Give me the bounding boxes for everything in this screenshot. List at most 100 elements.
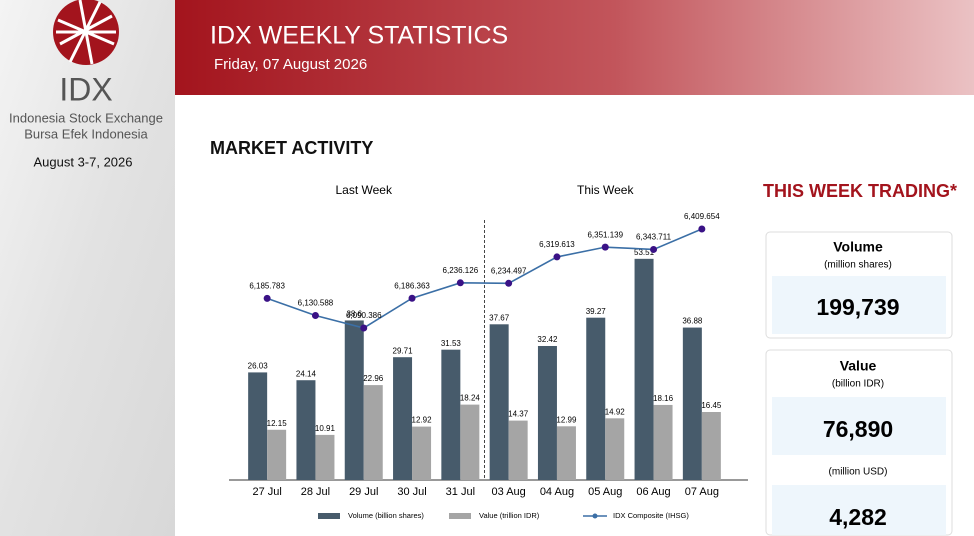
x-tick-label: 30 Jul — [397, 486, 426, 498]
group-label: Last Week — [336, 183, 393, 197]
data-label: 6,130.588 — [298, 299, 334, 308]
bar — [508, 420, 528, 480]
data-label: 24.14 — [296, 369, 317, 378]
bar — [701, 412, 721, 480]
org-name: Indonesia Stock Exchange — [9, 110, 163, 125]
data-label: 22.96 — [363, 374, 384, 383]
data-label: 26.03 — [248, 362, 269, 371]
data-label: 12.92 — [412, 416, 433, 425]
bar — [653, 404, 673, 480]
data-label: 31.53 — [441, 339, 462, 348]
line-point — [601, 243, 609, 251]
legend-swatch — [449, 513, 471, 519]
org-name-local: Bursa Efek Indonesia — [24, 126, 148, 141]
line-point — [408, 294, 416, 302]
header — [175, 0, 974, 95]
data-label: 6,319.613 — [539, 240, 575, 249]
data-label: 32.42 — [537, 335, 558, 344]
bar — [248, 372, 268, 480]
data-label: 6,185.783 — [249, 282, 285, 291]
section-title: MARKET ACTIVITY — [210, 138, 373, 158]
data-label: 18.16 — [653, 394, 674, 403]
x-tick-label: 27 Jul — [252, 486, 281, 498]
data-label: 37.67 — [489, 313, 510, 322]
bar — [537, 345, 557, 480]
bar — [605, 418, 625, 480]
card-label: Volume — [833, 239, 883, 255]
card-label: Value — [840, 358, 877, 374]
card-unit: (million USD) — [829, 467, 888, 478]
bar — [344, 320, 364, 480]
line — [266, 228, 703, 329]
x-tick-label: 04 Aug — [540, 486, 574, 498]
data-label: 53.51 — [634, 248, 655, 257]
card-unit: (million shares) — [824, 260, 892, 271]
data-label: 14.37 — [508, 410, 529, 419]
data-label: 6,090.386 — [346, 311, 382, 320]
line-point — [360, 324, 368, 332]
bar — [393, 357, 413, 480]
x-tick-label: 05 Aug — [588, 486, 622, 498]
data-label: 6,409.654 — [684, 212, 720, 221]
bar — [441, 349, 461, 480]
legend-swatch — [592, 513, 598, 519]
data-label: 38.6 — [346, 310, 362, 319]
data-label: 36.88 — [682, 317, 703, 326]
bar — [460, 404, 480, 480]
bar — [296, 380, 316, 480]
bar — [315, 434, 335, 480]
header-date: Friday, 07 August 2026 — [214, 56, 367, 73]
x-tick-label: 07 Aug — [685, 486, 719, 498]
legend-swatch — [318, 513, 340, 519]
data-label: 16.45 — [701, 401, 722, 410]
data-label: 10.91 — [315, 424, 336, 433]
group-label: This Week — [577, 183, 634, 197]
market-activity-chart: Last Week This Week 27 Jul 28 Jul 29 Jul 30 J… — [229, 183, 748, 520]
line-point — [650, 245, 658, 253]
bar — [556, 426, 576, 480]
bar — [489, 324, 509, 480]
bar — [412, 426, 432, 480]
legend-label: Value (trillion IDR) — [479, 511, 540, 520]
card-unit: (billion IDR) — [832, 379, 884, 390]
bar — [682, 327, 702, 480]
card-value: 4,282 — [829, 504, 887, 530]
line-point — [263, 294, 271, 302]
data-label: 6,234.497 — [491, 266, 527, 275]
data-label: 6,343.711 — [636, 233, 672, 242]
line-point — [553, 253, 561, 261]
sidebar — [0, 0, 175, 536]
data-label: 12.15 — [267, 419, 288, 428]
data-label: 6,236.126 — [443, 266, 479, 275]
card-value-box — [772, 485, 946, 535]
line-point — [505, 279, 513, 287]
x-tick-label: 29 Jul — [349, 486, 378, 498]
period: August 3-7, 2026 — [33, 154, 132, 169]
bar — [634, 258, 654, 480]
x-tick-label: 03 Aug — [492, 486, 526, 498]
line-point — [311, 312, 319, 320]
data-label: 12.99 — [556, 415, 577, 424]
card-value: 76,890 — [823, 416, 893, 442]
line-point — [456, 279, 464, 287]
card-value-box — [772, 397, 946, 455]
data-label: 6,351.139 — [587, 230, 623, 239]
bar — [363, 385, 383, 480]
trading-title: THIS WEEK TRADING* — [763, 181, 957, 201]
data-label: 18.24 — [460, 394, 481, 403]
x-tick-label: 06 Aug — [636, 486, 670, 498]
data-label: 39.27 — [586, 307, 607, 316]
bar — [267, 429, 287, 480]
logo-lines — [56, 0, 116, 65]
logo-text: IDX — [59, 71, 112, 107]
header-title: IDX WEEKLY STATISTICS — [210, 22, 508, 50]
data-label: 6,186.363 — [394, 281, 430, 290]
card-value: 199,739 — [816, 294, 899, 320]
legend-label: IDX Composite (IHSG) — [613, 511, 689, 520]
line-point — [698, 225, 706, 233]
x-tick-label: 31 Jul — [446, 486, 475, 498]
legend-label: Volume (billion shares) — [348, 511, 424, 520]
x-tick-label: 28 Jul — [301, 486, 330, 498]
data-label: 29.71 — [393, 346, 414, 355]
